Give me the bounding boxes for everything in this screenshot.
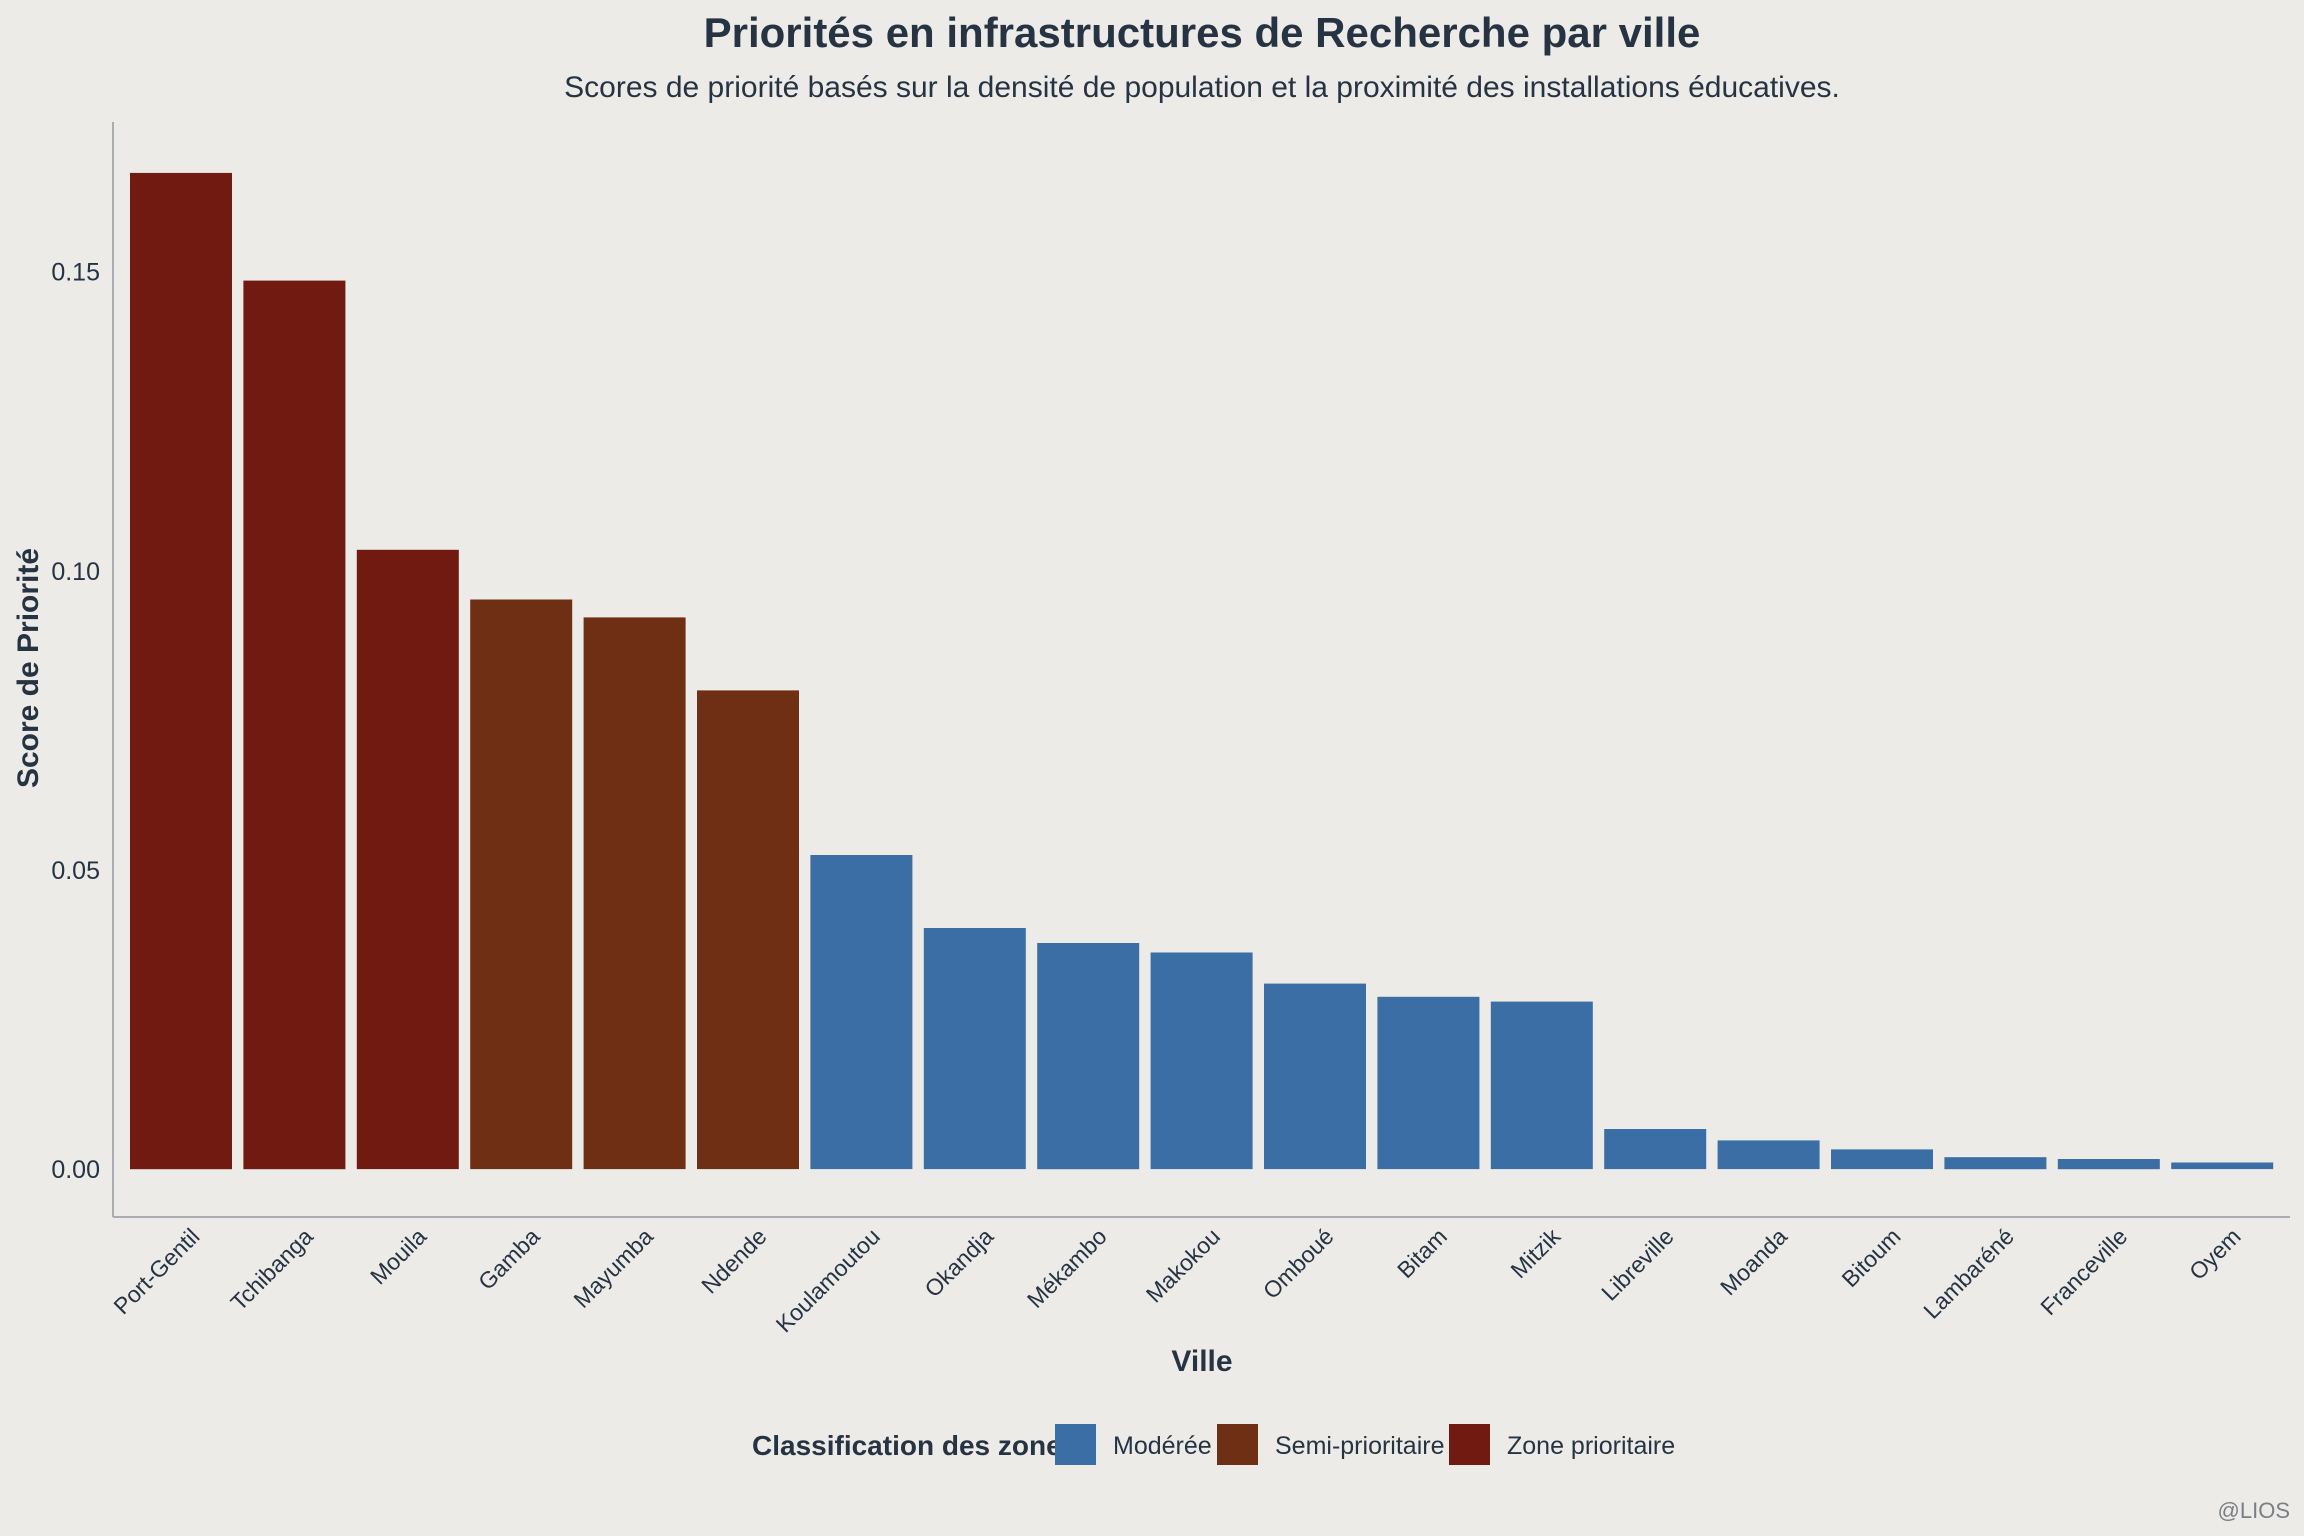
- bar-gamba: [470, 599, 573, 1170]
- bar-bitoum: [1831, 1149, 1933, 1170]
- x-tick-label: Gamba: [473, 1223, 545, 1295]
- bar-ndende: [697, 690, 799, 1170]
- bar-okandja: [923, 928, 1026, 1170]
- x-tick-label: Mayumba: [568, 1223, 658, 1313]
- x-tick-label: Mitzik: [1505, 1223, 1565, 1283]
- legend-items: Modérée Semi-prioritaire Zone prioritaire: [1055, 1424, 1675, 1465]
- y-tick-label: 0.00: [51, 1156, 100, 1184]
- bar-lambar-n-: [1944, 1157, 2047, 1170]
- chart-subtitle: Scores de priorité basés sur la densité …: [564, 71, 1840, 104]
- bar-mayumba: [583, 617, 686, 1170]
- bar-koulamoutou: [810, 855, 913, 1170]
- bar-m-kambo: [1037, 943, 1140, 1170]
- y-axis-title: Score de Priorité: [12, 548, 45, 788]
- x-tick-label: Oyem: [2184, 1223, 2246, 1285]
- bar-makokou: [1150, 952, 1253, 1170]
- x-tick-label: Omboué: [1258, 1223, 1339, 1304]
- x-tick-label: Port-Gentil: [108, 1223, 204, 1319]
- bar-ombou-: [1264, 983, 1366, 1170]
- bar-mitzik: [1490, 1001, 1593, 1170]
- bar-libreville: [1604, 1129, 1707, 1170]
- caption: @LIOS: [2218, 1498, 2290, 1523]
- legend-label: Semi-prioritaire: [1275, 1432, 1444, 1460]
- bar-bitam: [1377, 996, 1480, 1170]
- bar-oyem: [2171, 1162, 2274, 1170]
- bar-mouila: [356, 549, 459, 1170]
- x-tick-label: Okandja: [919, 1223, 998, 1302]
- legend: Classification des zones Modérée Semi-pri…: [752, 1424, 1675, 1465]
- x-axis-title: Ville: [1171, 1345, 1232, 1378]
- x-tick-label: Libreville: [1596, 1223, 1679, 1306]
- x-tick-label: Tchibanga: [225, 1223, 318, 1316]
- legend-title: Classification des zones: [752, 1430, 1077, 1461]
- x-tick-label: Bitoum: [1837, 1223, 1906, 1292]
- bar-moanda: [1717, 1140, 1820, 1170]
- x-tick-label: Mouila: [365, 1223, 431, 1289]
- x-tick-label: Makokou: [1141, 1223, 1225, 1307]
- legend-swatch: [1449, 1424, 1490, 1465]
- x-tick-label: Franceville: [2035, 1223, 2132, 1320]
- chart-title: Priorités en infrastructures de Recherch…: [704, 9, 1701, 56]
- bar-tchibanga: [243, 280, 346, 1170]
- bar-franceville: [2057, 1159, 2160, 1170]
- x-tick-label: Mékambo: [1022, 1223, 1112, 1313]
- bars-group: [130, 172, 2274, 1170]
- x-tick-label: Bitam: [1392, 1223, 1452, 1283]
- x-tick-label: Koulamoutou: [771, 1223, 885, 1337]
- x-tick-label: Moanda: [1715, 1223, 1792, 1300]
- x-axis-labels: Port-Gentil Tchibanga Mouila Gamba Mayumba Nd…: [108, 1223, 2245, 1338]
- legend-swatch: [1217, 1424, 1258, 1465]
- legend-label: Zone prioritaire: [1507, 1432, 1675, 1460]
- bar-port-gentil: [130, 172, 232, 1170]
- y-axis-ticks: 0.00 0.05 0.10 0.15: [51, 259, 100, 1185]
- legend-label: Modérée: [1113, 1432, 1212, 1460]
- x-tick-label: Ndende: [696, 1223, 771, 1298]
- x-tick-label: Lambaréné: [1918, 1223, 2019, 1324]
- legend-swatch: [1055, 1424, 1096, 1465]
- y-tick-label: 0.10: [51, 558, 100, 586]
- y-tick-label: 0.05: [51, 857, 100, 885]
- y-tick-label: 0.15: [51, 259, 100, 287]
